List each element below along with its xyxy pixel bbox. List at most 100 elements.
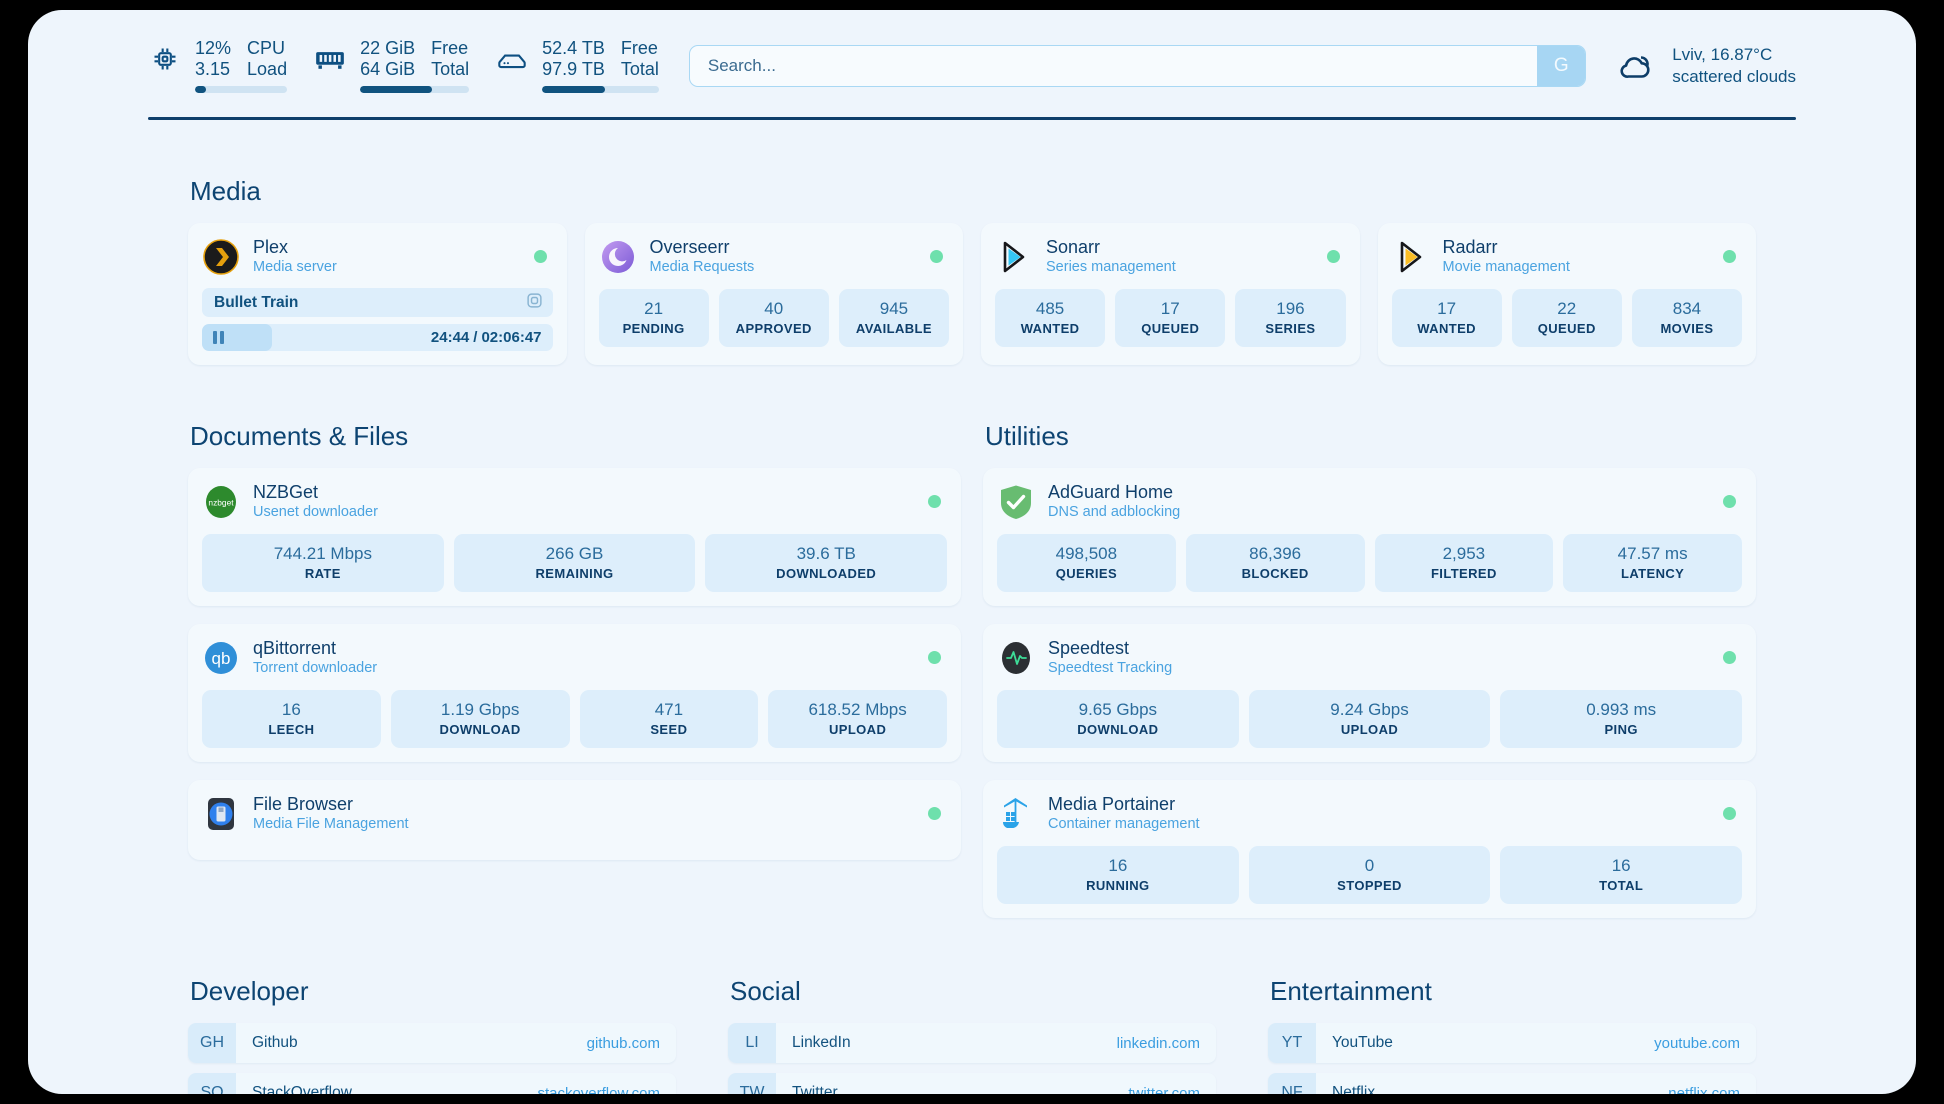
disk-free-value: 52.4 TB [542, 38, 605, 58]
bookmark-item[interactable]: SO StackOverflow stackoverflow.com [188, 1073, 676, 1094]
bookmark-url: github.com [586, 1034, 660, 1052]
stat-value: 196 [1276, 299, 1305, 318]
stat-block: 0 STOPPED [1248, 846, 1491, 904]
bookmark-item[interactable]: NF Netflix netflix.com [1268, 1073, 1756, 1094]
service-stats: 16 RUNNING 0 STOPPED 16 TOTAL [997, 846, 1743, 904]
service-subtitle: Container management [1048, 816, 1200, 832]
stat-block: 47.57 ms LATENCY [1563, 534, 1742, 592]
header-bar: 12% 3.15 CPU Load [28, 10, 1916, 93]
stat-value: 471 [654, 700, 684, 719]
stat-block: 22 QUEUED [1511, 289, 1622, 347]
stat-label: WANTED [1020, 321, 1080, 336]
stat-block: 945 AVAILABLE [838, 289, 950, 347]
stat-block: 0.993 ms PING [1500, 690, 1743, 748]
service-card-sonarr[interactable]: Sonarr Series management 485 WANTED 17 Q… [981, 223, 1360, 365]
disk-progress-bar [542, 86, 659, 93]
pause-icon[interactable] [213, 331, 224, 344]
service-card-speedtest[interactable]: Speedtest Speedtest Tracking 9.65 Gbps D… [983, 624, 1756, 762]
status-indicator-online [533, 250, 547, 263]
bookmark-item[interactable]: LI LinkedIn linkedin.com [728, 1023, 1216, 1063]
cast-icon[interactable] [526, 292, 543, 314]
search-submit-button[interactable]: G [1537, 45, 1586, 86]
now-playing-progress[interactable]: 24:44/02:06:47 [202, 324, 553, 351]
cpu-icon [148, 38, 182, 80]
stat-label: SEED [650, 722, 688, 737]
dashboard-content: Media Plex Media server [28, 176, 1916, 1094]
service-name: Speedtest [1048, 638, 1130, 658]
memory-progress-bar [360, 86, 470, 93]
stat-label: LEECH [268, 722, 315, 737]
service-card-qbittorrent[interactable]: qb qBittorrent Torrent downloader [188, 624, 961, 762]
stat-label: QUEUED [1537, 321, 1596, 336]
service-card-nzbget[interactable]: nzbget NZBGet Usenet downloader 74 [188, 468, 961, 606]
stat-block: 485 WANTED [995, 289, 1106, 347]
stat-label: RATE [304, 566, 341, 581]
bookmark-name: Twitter [792, 1084, 838, 1094]
status-indicator-online [930, 250, 943, 263]
stat-value: 1.19 Gbps [440, 700, 520, 719]
service-name: Plex [253, 237, 289, 257]
stat-label: PING [1604, 722, 1638, 737]
service-subtitle: Torrent downloader [253, 660, 378, 676]
disk-widget: 52.4 TB 97.9 TB Free Total [495, 38, 659, 93]
service-card-radarr[interactable]: Radarr Movie management 17 WANTED 22 QUE… [1377, 223, 1756, 365]
disk-label-top: Free [620, 38, 658, 58]
service-name: AdGuard Home [1048, 482, 1174, 502]
service-stats: 16 LEECH 1.19 Gbps DOWNLOAD 471 SEED 618… [202, 690, 947, 748]
media-card-grid: Plex Media server Bullet Train [188, 223, 1756, 365]
stat-block: 498,508 QUERIES [997, 534, 1176, 592]
service-subtitle: Media File Management [253, 816, 409, 832]
service-stats: 17 WANTED 22 QUEUED 834 MOVIES [1391, 289, 1743, 347]
service-name: Radarr [1442, 237, 1498, 257]
bookmark-item[interactable]: GH Github github.com [188, 1023, 676, 1063]
service-subtitle: DNS and adblocking [1048, 504, 1181, 520]
stat-label: STOPPED [1337, 878, 1402, 893]
cpu-label-top: CPU [247, 38, 286, 58]
stat-value: 485 [1035, 299, 1065, 318]
stat-label: LATENCY [1621, 566, 1685, 581]
nzbget-icon: nzbget [202, 483, 240, 521]
stat-block: 21 PENDING [598, 289, 709, 347]
utilities-column: Utilities AdGuard Home [983, 365, 1756, 918]
stat-label: DOWNLOAD [1077, 722, 1159, 737]
stat-label: APPROVED [735, 321, 812, 336]
now-playing-time: 24:44/02:06:47 [430, 329, 542, 346]
stat-value: 16 [1611, 856, 1631, 875]
stat-block: 618.52 Mbps UPLOAD [768, 690, 947, 748]
service-stats: 9.65 Gbps DOWNLOAD 9.24 Gbps UPLOAD 0.99… [997, 690, 1743, 748]
bookmark-item[interactable]: TW Twitter twitter.com [728, 1073, 1216, 1094]
memory-icon [313, 38, 347, 80]
service-subtitle: Movie management [1442, 259, 1570, 275]
service-card-overseerr[interactable]: Overseerr Media Requests 21 PENDING 40 A… [584, 223, 963, 365]
service-card-file-browser[interactable]: File Browser Media File Management [188, 780, 961, 860]
stat-block: 16 TOTAL [1500, 846, 1743, 904]
cpu-label-bottom: Load [247, 59, 288, 79]
bookmark-abbr: GH [188, 1023, 236, 1063]
system-widgets: 12% 3.15 CPU Load [148, 38, 659, 93]
service-card-plex[interactable]: Plex Media server Bullet Train [188, 223, 567, 365]
stat-block: 9.24 Gbps UPLOAD [1248, 690, 1491, 748]
stat-label: QUEUED [1141, 321, 1200, 336]
stat-value: 498,508 [1055, 544, 1118, 563]
bookmark-name: YouTube [1332, 1034, 1393, 1051]
status-indicator-online [928, 651, 941, 664]
search-bar[interactable]: G [688, 44, 1587, 87]
weather-description: scattered clouds [1672, 66, 1796, 86]
bookmark-item[interactable]: YT YouTube youtube.com [1268, 1023, 1756, 1063]
bookmark-url: netflix.com [1668, 1084, 1740, 1095]
bookmark-group-title: Entertainment [1270, 976, 1432, 1006]
stat-label: FILTERED [1430, 566, 1497, 581]
search-input[interactable] [689, 45, 1538, 86]
stat-label: MOVIES [1660, 321, 1714, 336]
memory-total-value: 64 GiB [360, 59, 416, 79]
stat-label: PENDING [622, 321, 685, 336]
service-card-media-portainer[interactable]: Media Portainer Container management 16 … [983, 780, 1756, 918]
service-card-adguard-home[interactable]: AdGuard Home DNS and adblocking 498,508 … [983, 468, 1756, 606]
stat-label: BLOCKED [1241, 566, 1309, 581]
now-playing-title: Bullet Train [214, 293, 299, 311]
stat-value: 16 [1108, 856, 1128, 875]
stat-value: 22 [1557, 299, 1577, 318]
service-subtitle: Media Requests [649, 259, 755, 275]
stat-value: 744.21 Mbps [273, 544, 372, 563]
bookmark-url: stackoverflow.com [537, 1084, 660, 1095]
